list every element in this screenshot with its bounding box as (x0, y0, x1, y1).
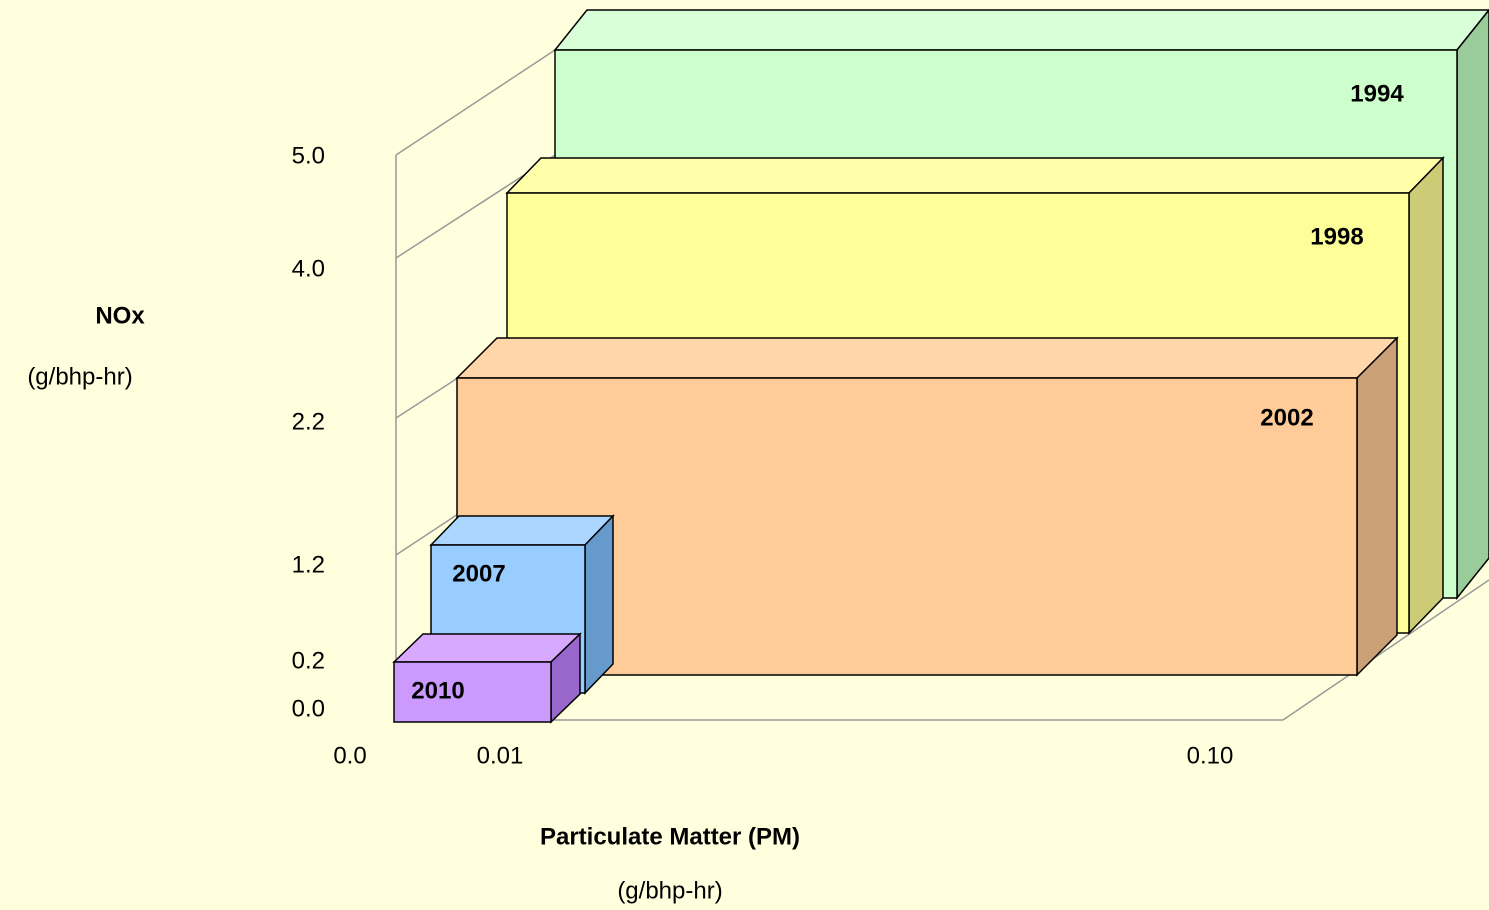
box-label: 2002 (1260, 404, 1313, 431)
box-label: 2007 (452, 560, 505, 587)
y-tick-label: 0.0 (292, 695, 325, 722)
box-top (429, 515, 615, 546)
box-label: 1998 (1310, 223, 1363, 250)
box-side (1408, 156, 1444, 635)
box-label: 1994 (1350, 80, 1404, 107)
y-tick-label: 5.0 (292, 142, 325, 169)
y-tick-label: 1.2 (292, 551, 325, 578)
box-label: 2010 (411, 677, 464, 704)
box-front (393, 661, 552, 723)
box-side (1356, 336, 1398, 677)
box-top (455, 337, 1399, 379)
x-axis-unit: (g/bhp-hr) (617, 877, 722, 904)
box-side (584, 514, 614, 695)
box-top (505, 157, 1445, 194)
y-tick-label: 0.2 (292, 647, 325, 674)
y-tick-label: 4.0 (292, 255, 325, 282)
x-tick-label: 0.10 (1187, 742, 1234, 769)
y-tick-label: 2.2 (292, 408, 325, 435)
y-axis-title: NOx (95, 302, 145, 329)
x-tick-label: 0.01 (477, 742, 524, 769)
y-axis-unit: (g/bhp-hr) (27, 363, 132, 390)
box-side (1456, 8, 1489, 601)
box-top (553, 9, 1489, 51)
box-top (392, 633, 582, 663)
x-tick-label: 0.0 (333, 742, 366, 769)
box: 2010 (392, 632, 582, 724)
x-axis-title: Particulate Matter (PM) (540, 823, 800, 850)
